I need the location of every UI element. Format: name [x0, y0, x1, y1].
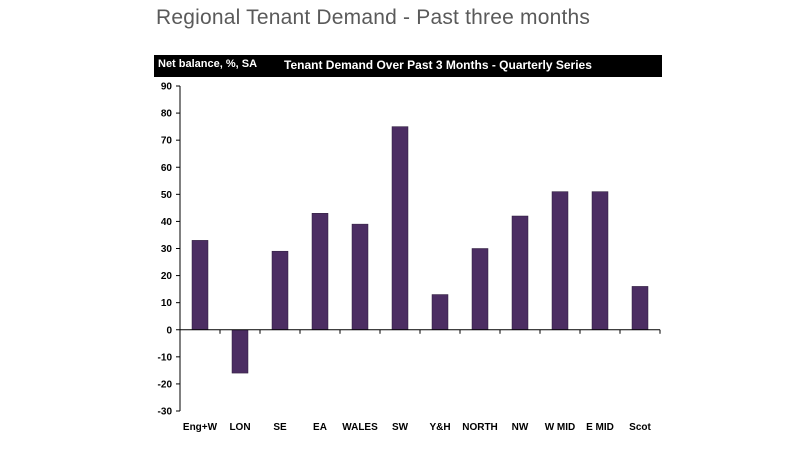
y-tick-label: 10	[161, 298, 173, 309]
x-category-label: SW	[392, 422, 409, 433]
y-tick-label: 40	[161, 217, 173, 228]
bar	[591, 191, 609, 330]
bar	[191, 240, 209, 330]
y-tick-label: -30	[158, 407, 173, 418]
chart-header-bar: Net balance, %, SA Tenant Demand Over Pa…	[154, 55, 662, 77]
x-category-label: Eng+W	[183, 422, 218, 433]
y-tick-label: -20	[158, 379, 173, 390]
y-tick-label: 20	[161, 271, 173, 282]
bar	[311, 213, 329, 331]
slide-title: Regional Tenant Demand - Past three mont…	[156, 6, 591, 29]
y-tick-label: 60	[161, 163, 173, 174]
bar	[471, 248, 489, 330]
y-tick-label: 90	[161, 82, 173, 93]
y-tick-label: 70	[161, 136, 173, 147]
bar	[431, 294, 449, 330]
x-category-label: NW	[512, 422, 529, 433]
x-category-label: SE	[273, 422, 287, 433]
bar	[551, 191, 569, 330]
bars	[191, 126, 649, 374]
y-axis-units-label: Net balance, %, SA	[158, 58, 258, 70]
x-category-label: Scot	[629, 422, 651, 433]
y-tick-label: 0	[166, 325, 172, 336]
bar	[391, 126, 409, 330]
x-category-label: E MID	[586, 422, 614, 433]
bar	[351, 223, 369, 330]
bar	[631, 286, 649, 330]
y-tick-label: -10	[158, 352, 173, 363]
y-tick-label: 30	[161, 244, 173, 255]
x-category-label: W MID	[545, 422, 576, 433]
bar	[231, 329, 249, 374]
x-category-label: Y&H	[429, 422, 450, 433]
y-axis: 90 80 70 60 50 40 30 20 10 0 -10 -20 -30	[158, 82, 181, 418]
x-category-label: NORTH	[462, 422, 498, 433]
x-category-label: LON	[229, 422, 250, 433]
bar	[511, 215, 529, 330]
chart-title: Tenant Demand Over Past 3 Months - Quart…	[284, 58, 592, 72]
x-category-label: EA	[313, 422, 327, 433]
bar	[271, 250, 289, 330]
y-tick-label: 50	[161, 190, 173, 201]
x-axis: Eng+W LON SE EA WALES SW Y&H NORTH NW W MID E MID S…	[180, 329, 661, 433]
y-tick-label: 80	[161, 109, 173, 120]
x-category-label: WALES	[342, 422, 378, 433]
